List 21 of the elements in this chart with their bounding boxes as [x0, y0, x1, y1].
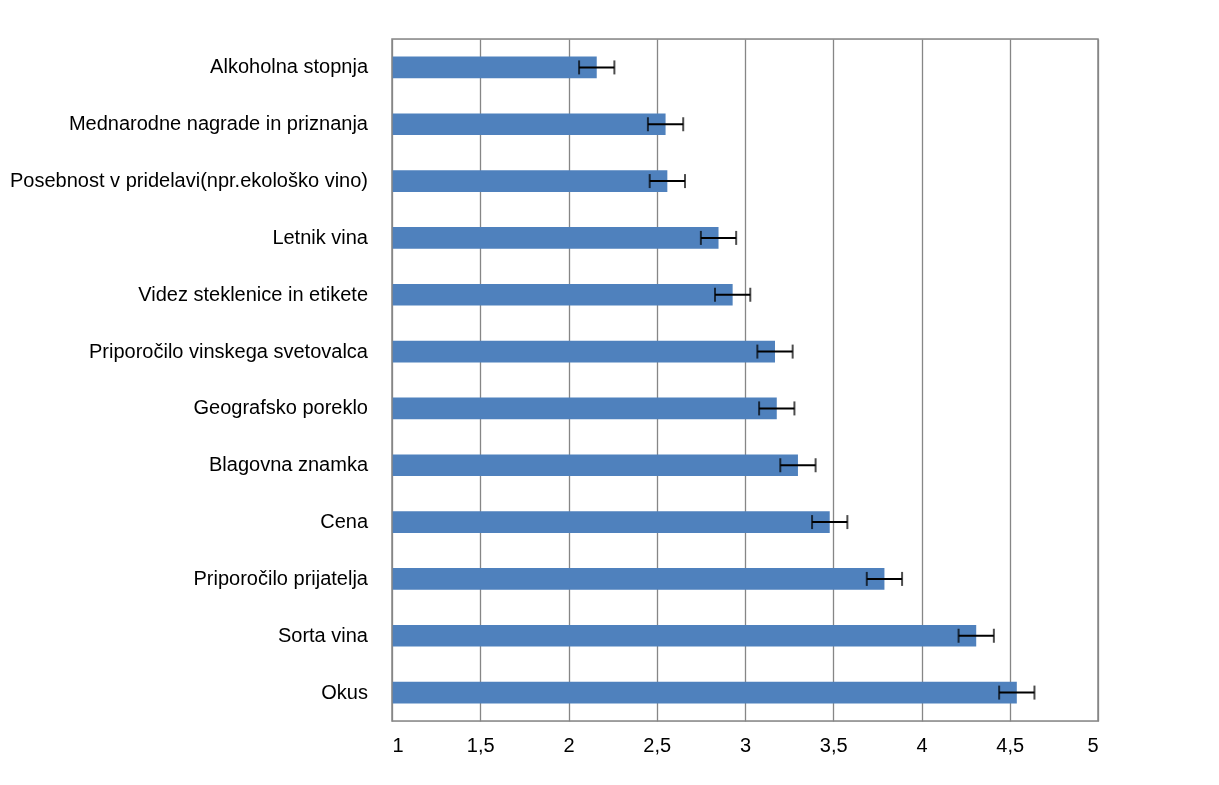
y-tick-label: Blagovna znamka	[209, 453, 369, 476]
x-tick-label: 4	[916, 733, 928, 756]
x-tick-label: 1,5	[466, 733, 495, 756]
x-tick-label: 3,5	[819, 733, 848, 756]
y-tick-label: Sorta vina	[277, 623, 369, 646]
y-tick-label: Cena	[320, 510, 369, 533]
y-tick-label: Mednarodne nagrade in priznanja	[68, 112, 369, 135]
x-tick-label: 1	[392, 733, 404, 756]
y-tick-label: Alkoholna stopnja	[210, 55, 369, 78]
y-tick-label: Okus	[321, 680, 368, 703]
x-tick-label: 2,5	[643, 733, 672, 756]
x-tick-label: 3	[739, 733, 752, 756]
x-tick-label: 4,5	[996, 733, 1025, 756]
y-tick-label: Priporočilo prijatelja	[193, 566, 369, 589]
y-tick-label: Videz steklenice in etikete	[138, 282, 368, 305]
y-tick-label: Priporočilo vinskega svetovalca	[88, 339, 369, 362]
y-tick-label: Letnik vina	[272, 225, 369, 248]
y-tick-label: Geografsko poreklo	[193, 396, 368, 419]
x-tick-label: 2	[563, 733, 575, 756]
x-tick-label: 5	[1087, 733, 1099, 756]
y-tick-label: Posebnost v pridelavi(npr.ekološko vino)	[10, 169, 368, 192]
